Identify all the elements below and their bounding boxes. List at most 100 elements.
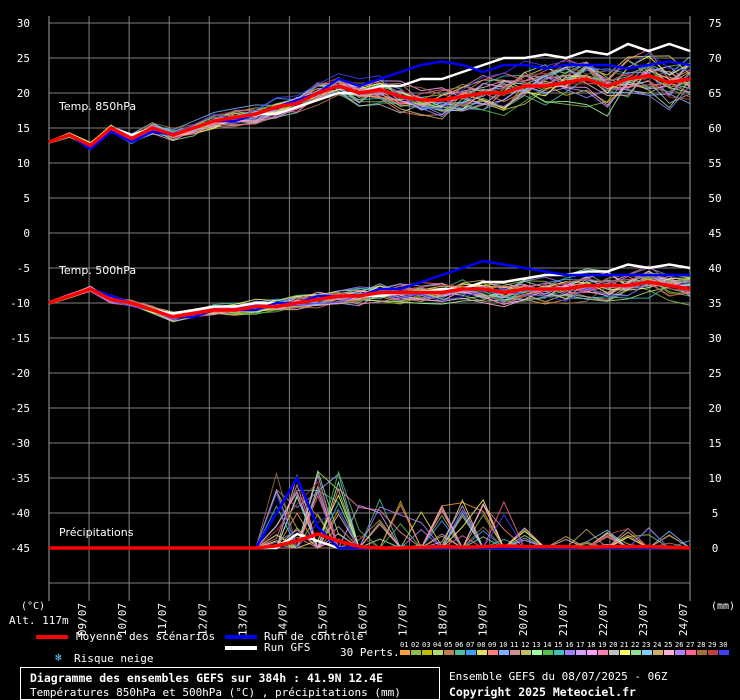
pert-number-label: 29: [708, 641, 716, 649]
legend-control-swatch: [225, 635, 257, 639]
legend-gfs-label: Run GFS: [264, 641, 311, 654]
left-tick-label: -25: [10, 402, 30, 415]
left-axis-unit: (°C): [21, 601, 45, 612]
pert-number-label: 18: [587, 641, 595, 649]
pert-number-label: 12: [521, 641, 529, 649]
perturbation-line-t850: [48, 63, 691, 149]
pert-color-swatch: [444, 650, 454, 655]
series-line-precip: [49, 532, 691, 550]
pert-color-swatch: [554, 650, 564, 655]
pert-color-swatch: [631, 650, 641, 655]
pert-number-label: 19: [598, 641, 606, 649]
pert-number-label: 03: [422, 641, 430, 649]
legend-mean-label: Moyenne des scénarios: [76, 630, 216, 643]
altitude-label: Alt. 117m: [9, 614, 69, 627]
left-tick-label: 15: [17, 122, 30, 135]
left-tick-label: -20: [10, 367, 30, 380]
pert-number-label: 09: [488, 641, 496, 649]
left-tick-label: 25: [17, 52, 30, 65]
date-tick-label: 12/07: [196, 603, 209, 636]
right-tick-label: 70: [708, 52, 721, 65]
series-line-t850: [48, 60, 691, 151]
date-tick-label: 23/07: [637, 603, 650, 636]
left-tick-label: -15: [10, 332, 30, 345]
left-tick-label: -40: [10, 507, 30, 520]
legend-perts-label: 30 Perts.: [340, 646, 400, 659]
date-tick-label: 21/07: [557, 603, 570, 636]
legend-swatches: 01 02 03 04 05 06 07 08 09 10 11 12 13 14 15 16 17 18 19 20…: [36, 635, 729, 655]
date-tick-label: 10/07: [116, 603, 129, 636]
date-tick-label: 15/07: [316, 603, 329, 636]
pert-color-swatch: [532, 650, 542, 655]
pert-number-label: 17: [576, 641, 584, 649]
right-tick-label: 55: [708, 157, 721, 170]
pert-color-swatch: [598, 650, 608, 655]
panel-labels: Temp. 850hPa Temp. 500hPa Précipitations: [58, 100, 136, 539]
left-tick-label: -10: [10, 297, 30, 310]
chart-title: Diagramme des ensembles GEFS sur 384h : …: [30, 671, 384, 685]
pert-number-label: 07: [466, 641, 474, 649]
pert-color-swatch: [642, 650, 652, 655]
right-tick-label: 65: [708, 87, 721, 100]
pert-number-label: 23: [642, 641, 650, 649]
left-tick-label: -35: [10, 472, 30, 485]
chart-info-box: Diagramme des ensembles GEFS sur 384h : …: [20, 667, 440, 700]
left-tick-label: -5: [17, 262, 30, 275]
chart-subtitle: Températures 850hPa et 500hPa (°C) , pré…: [30, 686, 401, 699]
pert-number-label: 08: [477, 641, 485, 649]
right-tick-label: 5: [712, 507, 719, 520]
right-tick-label: 75: [708, 17, 721, 30]
date-tick-label: 17/07: [397, 603, 410, 636]
legend-snow-label: Risque neige: [74, 652, 154, 665]
pert-color-swatch: [400, 650, 410, 655]
pert-number-label: 01: [400, 641, 408, 649]
legend-gfs-swatch: [225, 646, 257, 650]
pert-color-swatch: [488, 650, 498, 655]
pert-number-label: 14: [543, 641, 551, 649]
pert-number-label: 11: [510, 641, 518, 649]
pert-color-swatch: [422, 650, 432, 655]
left-tick-label: 5: [23, 192, 30, 205]
date-tick-label: 18/07: [437, 603, 450, 636]
pert-color-swatch: [477, 650, 487, 655]
right-tick-label: 30: [708, 332, 721, 345]
panel-label-t850: Temp. 850hPa: [58, 100, 136, 113]
pert-color-swatch: [609, 650, 619, 655]
date-tick-label: 24/07: [677, 603, 690, 636]
left-tick-label: 10: [17, 157, 30, 170]
pert-color-swatch: [719, 650, 729, 655]
pert-color-swatch: [411, 650, 421, 655]
pert-number-label: 10: [499, 641, 507, 649]
perturbation-line-t500: [48, 283, 691, 317]
pert-number-label: 02: [411, 641, 419, 649]
perturbation-line-t500: [48, 272, 691, 323]
right-tick-label: 40: [708, 262, 721, 275]
pert-number-label: 15: [554, 641, 562, 649]
pert-color-swatch: [697, 650, 707, 655]
date-tick-label: 19/07: [477, 603, 490, 636]
pert-number-label: 04: [433, 641, 441, 649]
pert-number-label: 06: [455, 641, 463, 649]
left-tick-label: -30: [10, 437, 30, 450]
right-tick-label: 20: [708, 402, 721, 415]
pert-color-swatch: [433, 650, 443, 655]
right-tick-label: 15: [708, 437, 721, 450]
pert-number-label: 24: [653, 641, 661, 649]
right-tick-label: 25: [708, 367, 721, 380]
date-tick-label: 09/07: [76, 603, 89, 636]
pert-color-swatch: [455, 650, 465, 655]
pert-color-swatch: [620, 650, 630, 655]
perturbation-line-t500: [48, 277, 691, 318]
date-tick-label: 13/07: [236, 603, 249, 636]
run-info: Ensemble GEFS du 08/07/2025 - 06Z: [449, 670, 668, 683]
pert-color-swatch: [521, 650, 531, 655]
pert-color-swatch: [686, 650, 696, 655]
right-tick-label: 45: [708, 227, 721, 240]
snowflake-icon: ❄: [55, 651, 62, 664]
pert-color-swatch: [664, 650, 674, 655]
pert-number-label: 26: [675, 641, 683, 649]
pert-number-label: 05: [444, 641, 452, 649]
copyright: Copyright 2025 Meteociel.fr: [449, 685, 636, 699]
date-tick-label: 11/07: [156, 603, 169, 636]
